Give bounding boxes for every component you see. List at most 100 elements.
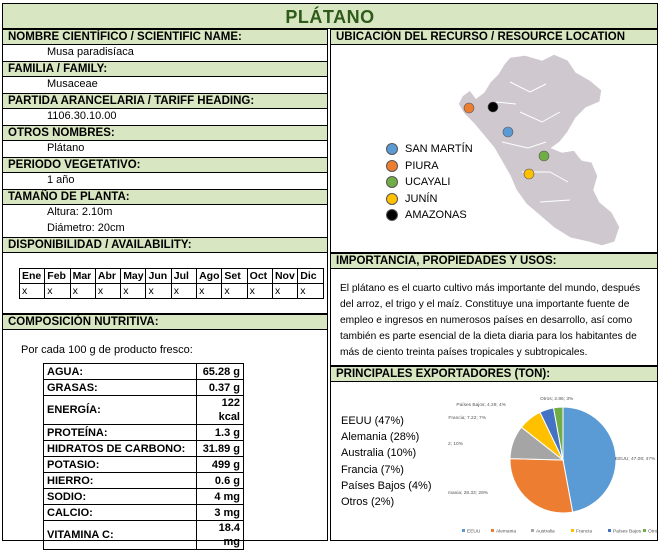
- pie-legend-swatch: [643, 529, 646, 532]
- nutrition-row: HIDRATOS DE CARBONO: 31.89 g: [43, 440, 244, 457]
- exporter-item: EEUU (47%): [341, 415, 404, 427]
- nutrient-name: SODIO:: [43, 488, 197, 505]
- marker-san-martin: [502, 126, 514, 138]
- nutrition-row: ENERGÍA: 122 kcal: [43, 395, 244, 425]
- month-mark-1: x: [44, 283, 71, 299]
- pie-legend-swatch: [462, 529, 465, 532]
- peru-map: [457, 53, 621, 247]
- month-mark-3: x: [94, 283, 122, 299]
- nutrient-value: 65.28 g: [196, 363, 244, 380]
- pie-data-label: Australia; 10.22; 10%: [448, 441, 464, 447]
- marker-junin: [523, 168, 535, 180]
- exporters-header: PRINCIPALES EXPORTADORES (TON):: [330, 366, 658, 382]
- exporter-item: Australia (10%): [341, 447, 417, 460]
- nutrition-row: HIERRO: 0.6 g: [43, 472, 244, 489]
- pie-legend-swatch: [608, 529, 611, 532]
- scientific-name-header: NOMBRE CIENTÍFICO / SCIENTIFIC NAME:: [2, 29, 328, 45]
- month-mark-11: x: [297, 283, 324, 299]
- nutrition-table: AGUA: 65.28 g GRASAS: 0.37 g ENERGÍA: 122 kca…: [43, 363, 244, 550]
- nutrient-name: CALCIO:: [43, 504, 197, 521]
- exporter-item: Otros (2%): [341, 496, 395, 508]
- nutrient-value: 499 g: [196, 456, 244, 473]
- month-mark-0: x: [18, 283, 46, 299]
- pie-legend-swatch: [491, 529, 494, 532]
- pie-slice-eeuu: [562, 406, 617, 513]
- month-10: Nov: [271, 268, 299, 284]
- month-7: Ago: [196, 268, 223, 284]
- importance-line: del arroz, el trigo y el maíz. Constituy…: [340, 299, 630, 310]
- tariff-header: PARTIDA ARANCELARIA / TARIFF HEADING:: [2, 93, 328, 109]
- pie-legend-swatch: [571, 529, 574, 532]
- region-dot: [386, 192, 398, 205]
- scientific-name-value: Musa paradisíaca: [2, 45, 328, 61]
- nutrition-row: VITAMINA C: 18.4 mg: [43, 520, 244, 550]
- month-mark-5: x: [145, 283, 172, 299]
- pie-legend-label: Países Bajos: [613, 529, 642, 535]
- nutrition-row: GRASAS: 0.37 g: [43, 379, 244, 396]
- marker-piura: [463, 102, 475, 114]
- availability-header: DISPONIBILIDAD / AVAILABILITY:: [2, 237, 328, 253]
- exporter-item: Francia (7%): [341, 463, 404, 476]
- region-label: SAN MARTÍN: [405, 143, 473, 155]
- nutrient-name: HIDRATOS DE CARBONO:: [43, 440, 197, 457]
- nutrition-intro: Por cada 100 g de producto fresco:: [21, 344, 193, 356]
- importance-line: empleo e ingresos en numerosos países en…: [340, 315, 633, 326]
- location-panel: [330, 44, 658, 253]
- nutrition-row: AGUA: 65.28 g: [43, 363, 244, 380]
- pie-legend-label: Otros: [648, 529, 658, 535]
- importance-text: El plátano es el cuarto cultivo más impo…: [340, 281, 655, 361]
- vegetative-period-value: 1 año: [2, 173, 328, 189]
- nutrient-value: 122 kcal: [196, 395, 244, 425]
- pie-data-label: Alemania; 28.33; 28%: [448, 490, 489, 496]
- month-mark-8: x: [221, 283, 248, 299]
- pie-legend-label: Alemania: [496, 529, 516, 535]
- tariff-value: 1106.30.10.00: [2, 109, 328, 125]
- region-label: UCAYALI: [405, 176, 451, 188]
- pie-data-label: Francia; 7.22; 7%: [448, 415, 486, 421]
- nutrient-name: PROTEÍNA:: [43, 424, 197, 441]
- region-label: JUNÍN: [405, 192, 438, 205]
- month-mark-2: x: [69, 283, 96, 299]
- plant-diameter-value: Diámetro: 20cm: [2, 221, 328, 237]
- nutrient-value: 0.37 g: [196, 379, 244, 396]
- month-mark-6: x: [170, 283, 198, 299]
- exporter-item: Alemania (28%): [341, 431, 420, 444]
- location-header: UBICACIÓN DEL RECURSO / RESOURCE LOCATIO…: [330, 29, 658, 45]
- family-header: FAMILIA / FAMILY:: [2, 61, 328, 77]
- plant-height-value: Altura: 2.10m: [2, 205, 328, 221]
- pie-data-label: EEUU; 47.08; 47%: [615, 456, 656, 462]
- month-2: Mar: [69, 268, 96, 284]
- pie-slice-alemania: [509, 458, 574, 514]
- month-mark-9: x: [246, 283, 273, 299]
- nutrient-value: 31.89 g: [196, 440, 244, 457]
- month-8: Set: [221, 268, 248, 284]
- month-3: Abr: [94, 268, 122, 284]
- vegetative-period-header: PERIODO VEGETATIVO:: [2, 157, 328, 173]
- importance-header: IMPORTANCIA, PROPIEDADES Y USOS:: [330, 253, 658, 269]
- plant-size-header: TAMAÑO DE PLANTA:: [2, 189, 328, 205]
- nutrient-name: GRASAS:: [43, 379, 197, 396]
- nutrient-name: VITAMINA C:: [43, 520, 197, 550]
- nutrient-value: 18.4 mg: [196, 520, 244, 550]
- month-mark-10: x: [271, 283, 299, 299]
- marker-amazonas: [487, 101, 499, 113]
- peru-map-shape: [457, 53, 621, 247]
- region-dot: [386, 143, 398, 155]
- region-label: PIURA: [405, 159, 439, 172]
- month-0: Ene: [18, 268, 46, 284]
- pie-legend-label: EEUU: [467, 529, 481, 535]
- region-label: AMAZONAS: [405, 209, 467, 221]
- pie-legend-swatch: [531, 529, 534, 532]
- pie-legend-label: Australia: [536, 529, 555, 535]
- month-mark-4: x: [120, 283, 147, 299]
- exporter-item: Países Bajos (4%): [341, 479, 432, 492]
- nutrient-value: 0.6 g: [196, 472, 244, 489]
- nutrient-value: 3 mg: [196, 504, 244, 521]
- pie-data-label: Otros; 2.86; 3%: [540, 396, 574, 402]
- nutrition-header: COMPOSICIÓN NUTRITIVA:: [2, 314, 328, 330]
- nutrition-row: SODIO: 4 mg: [43, 488, 244, 505]
- month-5: Jun: [145, 268, 172, 284]
- nutrition-row: POTASIO: 499 g: [43, 456, 244, 473]
